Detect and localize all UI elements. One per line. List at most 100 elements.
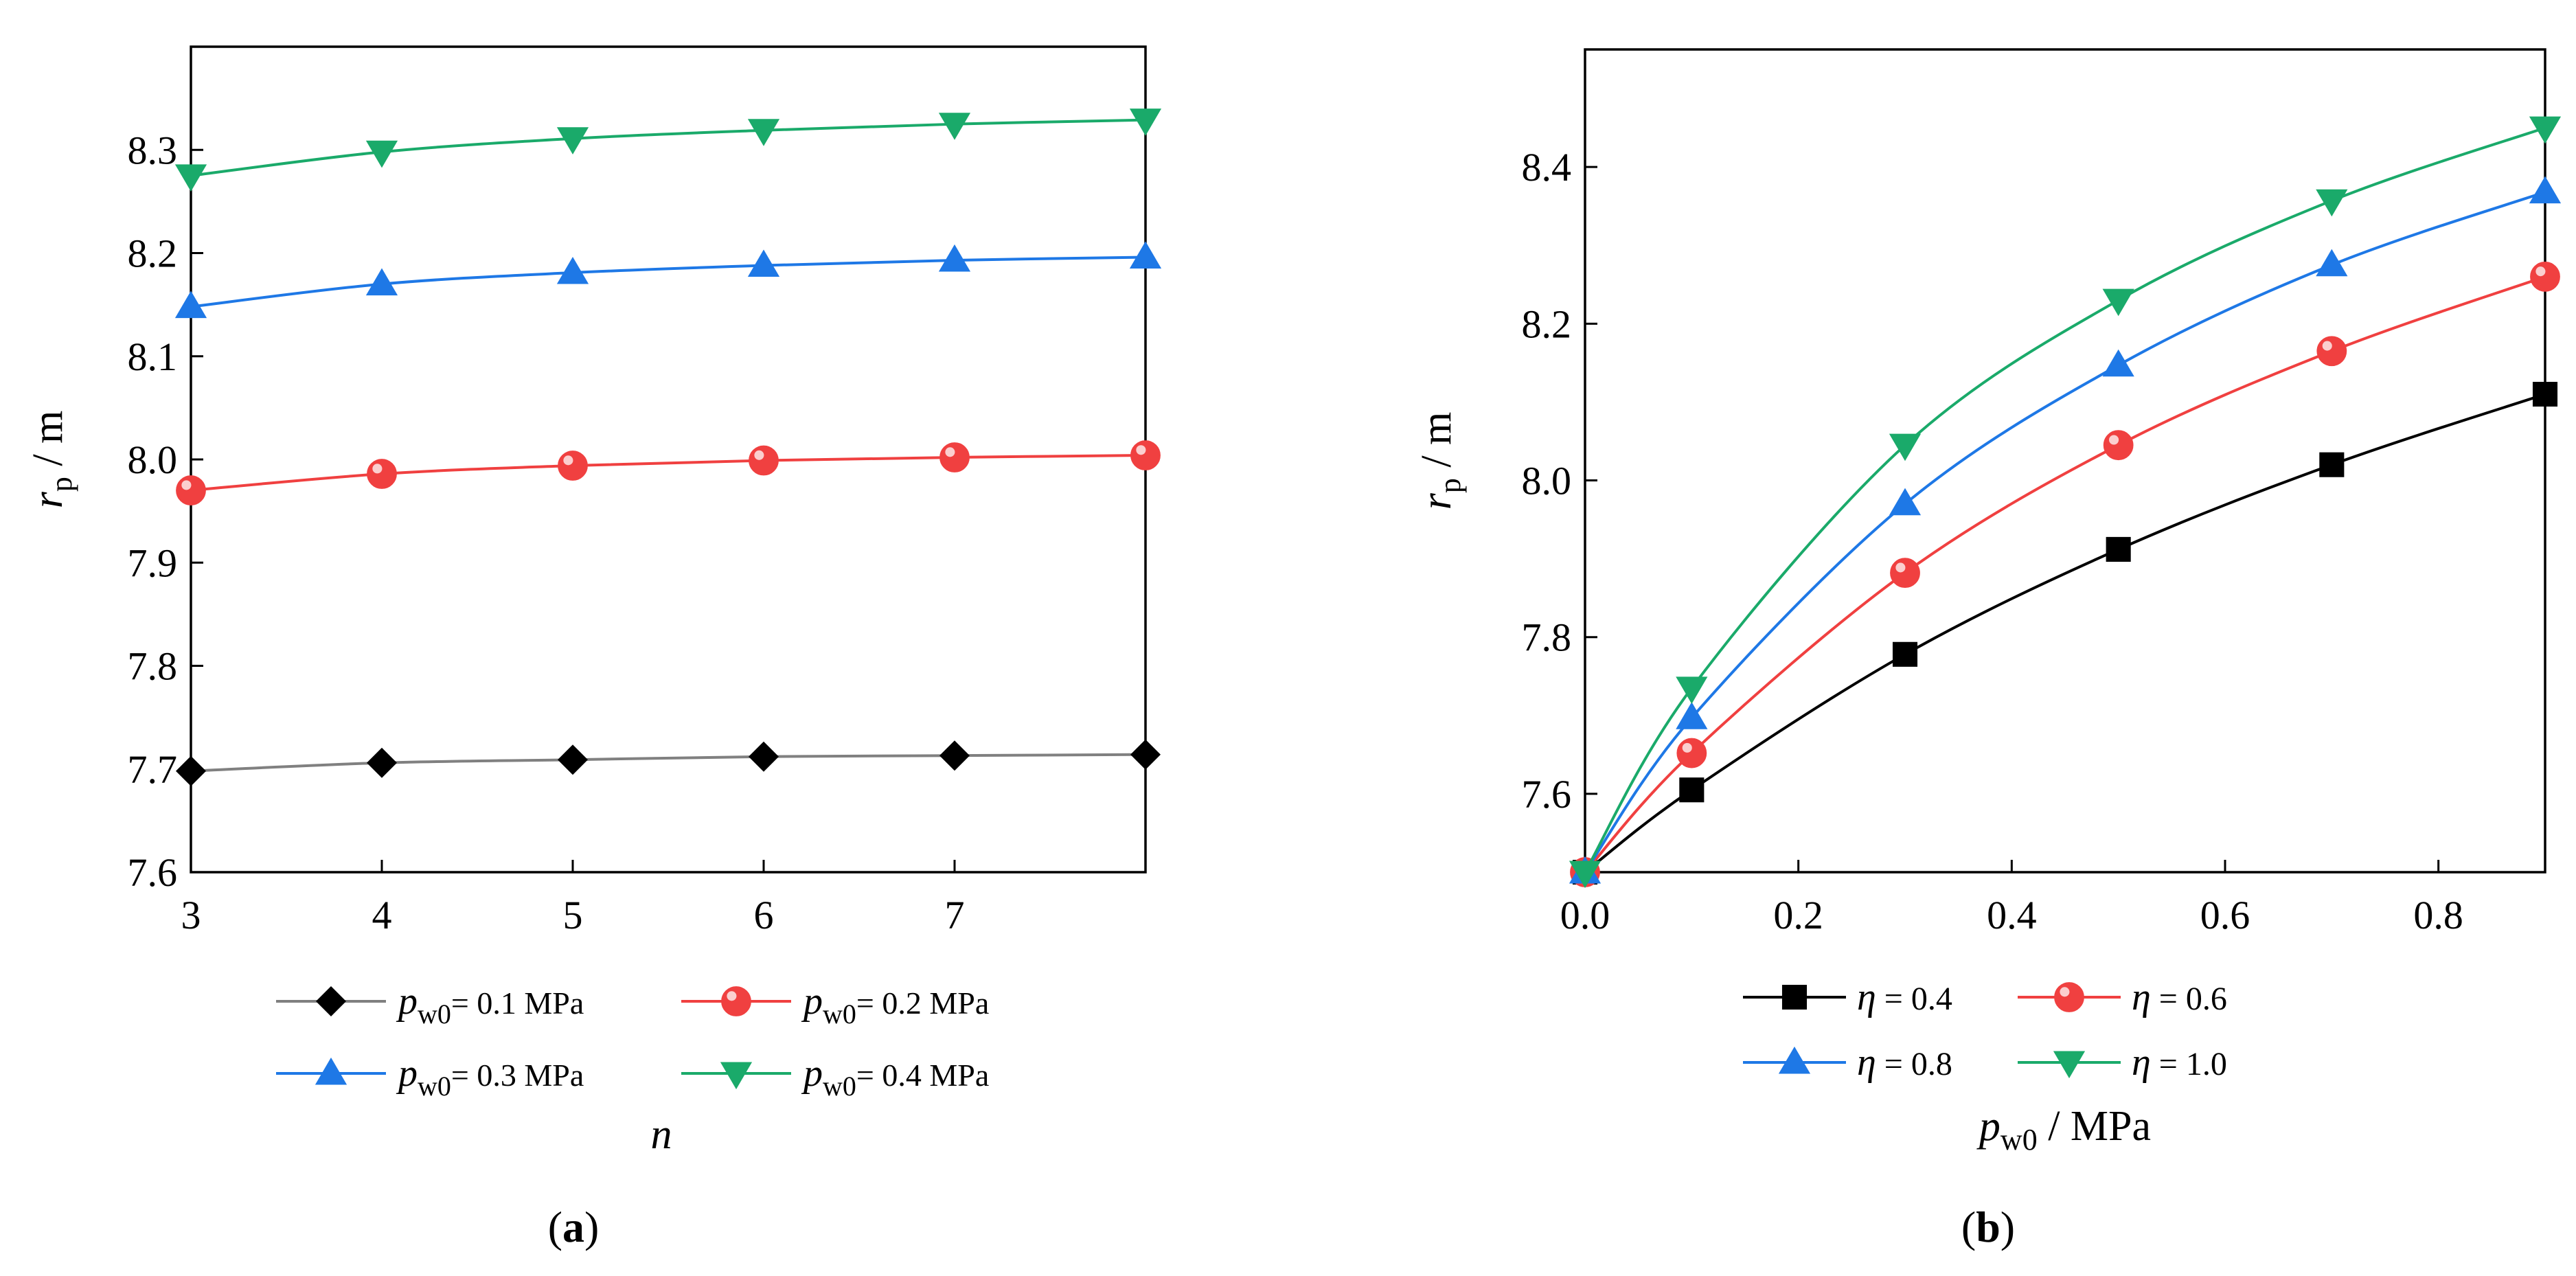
y-axis-label-main: r xyxy=(25,491,71,508)
y-tick-label: 7.7 xyxy=(128,747,178,792)
data-point xyxy=(747,119,780,146)
y-tick-label: 8.1 xyxy=(128,334,178,379)
legend-marker xyxy=(315,1057,347,1085)
data-point xyxy=(558,744,588,775)
data-point xyxy=(1676,676,1708,704)
data-point xyxy=(556,256,589,284)
x-axis-label-unit: / MPa xyxy=(2038,1103,2151,1150)
legend-label: η = 0.8 xyxy=(1857,1041,1952,1084)
legend-label-rest: = 0.6 xyxy=(2151,981,2227,1017)
legend-label: pw0= 0.2 MPa xyxy=(801,980,989,1029)
x-tick-label: 7 xyxy=(945,893,965,937)
legend-entry-1: pw0= 0.1 MPa xyxy=(276,980,584,1029)
data-point xyxy=(2529,116,2562,144)
panel-a-chart: 3 4 5 6 77.67.77.87.98.08.18.28.3rp / mnpw0=… xyxy=(25,45,1162,1251)
panel-b-chart: 0.0 0.2 0.4 0.6 0.87.67.88.08.28.4rp / mpw0 … xyxy=(1413,48,2562,1251)
data-point xyxy=(1129,109,1162,136)
y-axis-label: rp / m xyxy=(25,411,78,509)
y-tick-label: 7.8 xyxy=(1522,615,1572,660)
legend-label-main: p xyxy=(801,1052,823,1095)
legend-entry-4: pw0= 0.4 MPa xyxy=(681,1052,989,1102)
data-point xyxy=(939,740,970,771)
legend-label-rest: = 1.0 xyxy=(2151,1046,2227,1082)
legend-entry-2: pw0= 0.2 MPa xyxy=(681,980,989,1029)
series-line xyxy=(1584,126,2546,874)
caption-close: ) xyxy=(2001,1203,2015,1251)
y-axis-label-unit: / m xyxy=(1413,412,1460,478)
data-point xyxy=(176,475,206,505)
data-point xyxy=(2319,452,2345,477)
y-tick-label: 7.8 xyxy=(128,644,178,689)
caption-open: ( xyxy=(548,1203,562,1251)
data-point xyxy=(1676,738,1707,768)
legend-label-main: η xyxy=(2132,976,2151,1018)
data-point xyxy=(367,747,397,778)
legend-label: η = 0.4 xyxy=(1857,976,1952,1018)
data-point xyxy=(1889,433,1922,462)
legend-marker xyxy=(720,1062,753,1090)
data-point xyxy=(2316,336,2347,367)
legend-entry-2: η = 0.6 xyxy=(2018,976,2227,1018)
legend-marker-highlight xyxy=(727,991,737,1001)
data-point xyxy=(2102,288,2134,317)
data-point-highlight xyxy=(2109,435,2119,445)
caption-letter: a xyxy=(562,1203,584,1251)
legend-label: pw0= 0.4 MPa xyxy=(801,1052,989,1102)
y-tick-label: 7.6 xyxy=(1522,772,1572,817)
x-tick-label: 3 xyxy=(181,893,201,937)
x-tick-label: 0.8 xyxy=(2413,893,2463,937)
data-point xyxy=(2316,249,2348,277)
series-line xyxy=(1584,393,2546,874)
legend-label: pw0= 0.3 MPa xyxy=(396,1052,584,1102)
data-point xyxy=(747,249,780,277)
x-axis-label-main: p xyxy=(1976,1103,2001,1150)
legend-label-sub: w0 xyxy=(823,1071,856,1102)
y-tick-label: 8.0 xyxy=(128,437,178,482)
caption-open: ( xyxy=(1961,1203,1976,1251)
data-point xyxy=(1889,488,1922,516)
series-line xyxy=(1584,190,2546,874)
legend-marker xyxy=(1781,984,1808,1010)
legend-marker xyxy=(2054,982,2084,1012)
data-point xyxy=(749,741,779,772)
y-axis-label-sub: p xyxy=(45,477,78,492)
x-tick-label: 6 xyxy=(754,893,774,937)
y-tick-label: 7.9 xyxy=(128,540,178,585)
data-point xyxy=(1130,440,1161,470)
data-point xyxy=(176,755,206,786)
data-point xyxy=(1569,861,1602,889)
caption-letter: b xyxy=(1976,1203,2001,1251)
plot-frame xyxy=(190,45,1147,874)
x-tick-label: 4 xyxy=(372,893,392,937)
y-tick-label: 8.2 xyxy=(1522,301,1572,346)
data-point-highlight xyxy=(2535,266,2546,277)
x-axis-label-main: n xyxy=(651,1111,672,1158)
y-tick-label: 8.2 xyxy=(128,231,178,276)
series-line xyxy=(190,118,1146,177)
data-point-highlight xyxy=(1895,562,1906,573)
y-axis-label-main: r xyxy=(1413,492,1460,510)
series-4 xyxy=(174,109,1162,192)
legend-label-sub: w0 xyxy=(418,1071,451,1102)
data-point xyxy=(939,442,970,472)
x-tick-label: 0.4 xyxy=(1987,893,2037,937)
panel-caption: (a) xyxy=(548,1203,600,1251)
data-point xyxy=(938,244,971,272)
data-point xyxy=(2530,261,2560,292)
series-4 xyxy=(1569,116,2562,889)
data-point xyxy=(558,451,588,481)
legend-marker xyxy=(721,986,751,1016)
legend-label-main: p xyxy=(396,980,418,1023)
data-point xyxy=(174,164,207,192)
series-line xyxy=(190,753,1146,773)
y-tick-label: 8.0 xyxy=(1522,459,1572,503)
legend-label-rest: = 0.3 MPa xyxy=(451,1058,584,1093)
data-point xyxy=(1890,558,1920,589)
data-point-highlight xyxy=(754,450,764,460)
series-3 xyxy=(1569,176,2562,884)
legend-label-rest: = 0.1 MPa xyxy=(451,986,584,1021)
legend-label-main: p xyxy=(801,980,823,1023)
plot-frame xyxy=(1584,48,2546,874)
data-point xyxy=(2316,189,2348,217)
legend-marker-highlight xyxy=(2060,987,2070,997)
